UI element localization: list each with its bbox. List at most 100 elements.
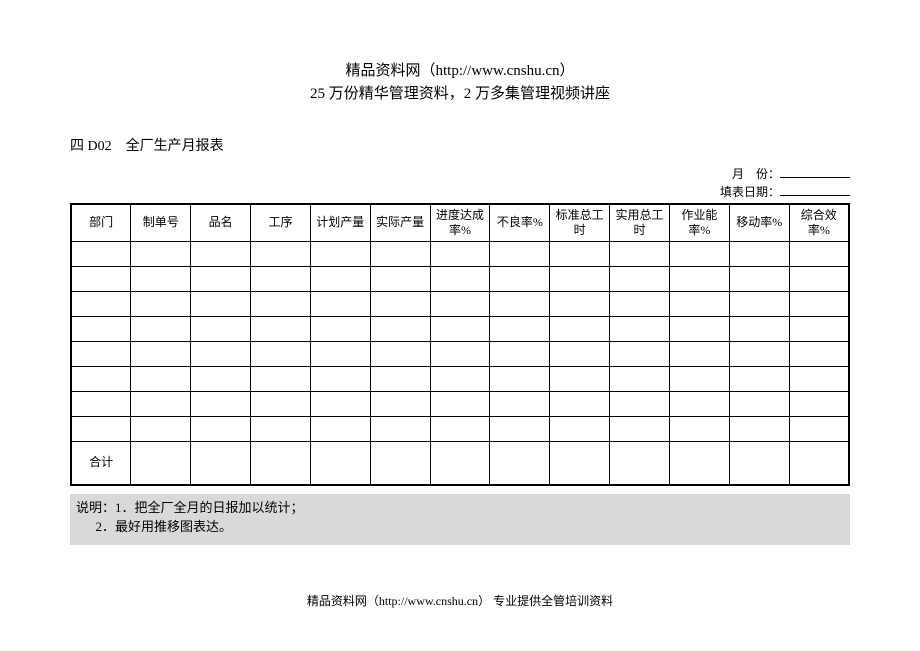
table-cell bbox=[669, 366, 729, 391]
col-std-hours: 标准总工时 bbox=[550, 204, 610, 242]
table-cell bbox=[669, 291, 729, 316]
table-cell bbox=[191, 316, 251, 341]
table-cell bbox=[550, 266, 610, 291]
document-code: 四 D02 bbox=[70, 139, 112, 154]
table-cell bbox=[789, 241, 849, 266]
total-cell bbox=[310, 441, 370, 485]
page-footer: 精品资料网（http://www.cnshu.cn） 专业提供全管培训资料 bbox=[0, 592, 920, 609]
fill-date-label: 填表日期： bbox=[720, 185, 780, 199]
table-cell bbox=[610, 266, 670, 291]
table-cell bbox=[370, 266, 430, 291]
table-cell bbox=[191, 241, 251, 266]
table-row bbox=[71, 266, 849, 291]
table-cell bbox=[370, 366, 430, 391]
table-cell bbox=[310, 266, 370, 291]
table-cell bbox=[550, 341, 610, 366]
total-cell bbox=[131, 441, 191, 485]
table-cell bbox=[490, 391, 550, 416]
table-cell bbox=[550, 241, 610, 266]
table-cell bbox=[550, 366, 610, 391]
header-line-1: 精品资料网（http://www.cnshu.cn） bbox=[70, 60, 850, 83]
document-title: 全厂生产月报表 bbox=[126, 139, 224, 154]
total-cell bbox=[789, 441, 849, 485]
table-cell bbox=[669, 391, 729, 416]
table-cell bbox=[729, 316, 789, 341]
table-cell bbox=[430, 241, 490, 266]
fill-date-blank bbox=[780, 183, 850, 196]
total-label-cell: 合计 bbox=[71, 441, 131, 485]
table-cell bbox=[729, 266, 789, 291]
table-cell bbox=[251, 341, 311, 366]
table-cell bbox=[789, 366, 849, 391]
report-table: 部门 制单号 品名 工序 计划产量 实际产量 进度达成率% 不良率% 标准总工时… bbox=[70, 203, 850, 486]
table-cell bbox=[71, 416, 131, 441]
table-cell bbox=[430, 316, 490, 341]
table-cell bbox=[71, 391, 131, 416]
table-cell bbox=[729, 341, 789, 366]
table-cell bbox=[610, 416, 670, 441]
table-cell bbox=[610, 391, 670, 416]
meta-row: 月 份： 填表日期： bbox=[70, 165, 850, 201]
table-cell bbox=[610, 366, 670, 391]
col-work-eff: 作业能率% bbox=[669, 204, 729, 242]
table-row bbox=[71, 391, 849, 416]
table-cell bbox=[370, 316, 430, 341]
col-plan-output: 计划产量 bbox=[310, 204, 370, 242]
table-cell bbox=[131, 391, 191, 416]
table-cell bbox=[251, 391, 311, 416]
table-cell bbox=[729, 416, 789, 441]
table-cell bbox=[430, 266, 490, 291]
table-cell bbox=[71, 291, 131, 316]
table-cell bbox=[131, 366, 191, 391]
table-cell bbox=[610, 241, 670, 266]
total-cell bbox=[490, 441, 550, 485]
table-cell bbox=[729, 366, 789, 391]
table-cell bbox=[490, 416, 550, 441]
table-cell bbox=[370, 241, 430, 266]
table-cell bbox=[251, 366, 311, 391]
table-total-row: 合计 bbox=[71, 441, 849, 485]
table-cell bbox=[310, 341, 370, 366]
table-cell bbox=[310, 291, 370, 316]
table-cell bbox=[310, 316, 370, 341]
table-cell bbox=[550, 291, 610, 316]
table-cell bbox=[131, 291, 191, 316]
table-cell bbox=[251, 241, 311, 266]
table-cell bbox=[669, 316, 729, 341]
table-cell bbox=[370, 291, 430, 316]
table-cell bbox=[669, 341, 729, 366]
table-cell bbox=[310, 391, 370, 416]
table-cell bbox=[191, 341, 251, 366]
table-row bbox=[71, 316, 849, 341]
total-cell bbox=[430, 441, 490, 485]
table-cell bbox=[490, 266, 550, 291]
notes-prefix: 说明： bbox=[76, 500, 115, 515]
total-cell bbox=[729, 441, 789, 485]
table-cell bbox=[490, 291, 550, 316]
total-cell bbox=[610, 441, 670, 485]
table-cell bbox=[131, 316, 191, 341]
table-cell bbox=[550, 416, 610, 441]
notes-item-1: 1．把全厂全月的日报加以统计； bbox=[115, 500, 304, 515]
table-cell bbox=[71, 241, 131, 266]
table-cell bbox=[789, 291, 849, 316]
table-cell bbox=[191, 416, 251, 441]
table-cell bbox=[789, 416, 849, 441]
table-cell bbox=[71, 341, 131, 366]
table-cell bbox=[191, 391, 251, 416]
col-actual-hours: 实用总工时 bbox=[610, 204, 670, 242]
col-dept: 部门 bbox=[71, 204, 131, 242]
table-cell bbox=[610, 341, 670, 366]
header-line-2: 25 万份精华管理资料，2 万多集管理视频讲座 bbox=[70, 83, 850, 106]
table-cell bbox=[729, 241, 789, 266]
document-title-row: 四 D02 全厂生产月报表 bbox=[70, 135, 850, 155]
table-cell bbox=[430, 416, 490, 441]
table-row bbox=[71, 291, 849, 316]
total-cell bbox=[251, 441, 311, 485]
table-cell bbox=[251, 291, 311, 316]
table-cell bbox=[131, 416, 191, 441]
table-row bbox=[71, 341, 849, 366]
table-cell bbox=[789, 316, 849, 341]
total-cell bbox=[191, 441, 251, 485]
table-cell bbox=[131, 266, 191, 291]
